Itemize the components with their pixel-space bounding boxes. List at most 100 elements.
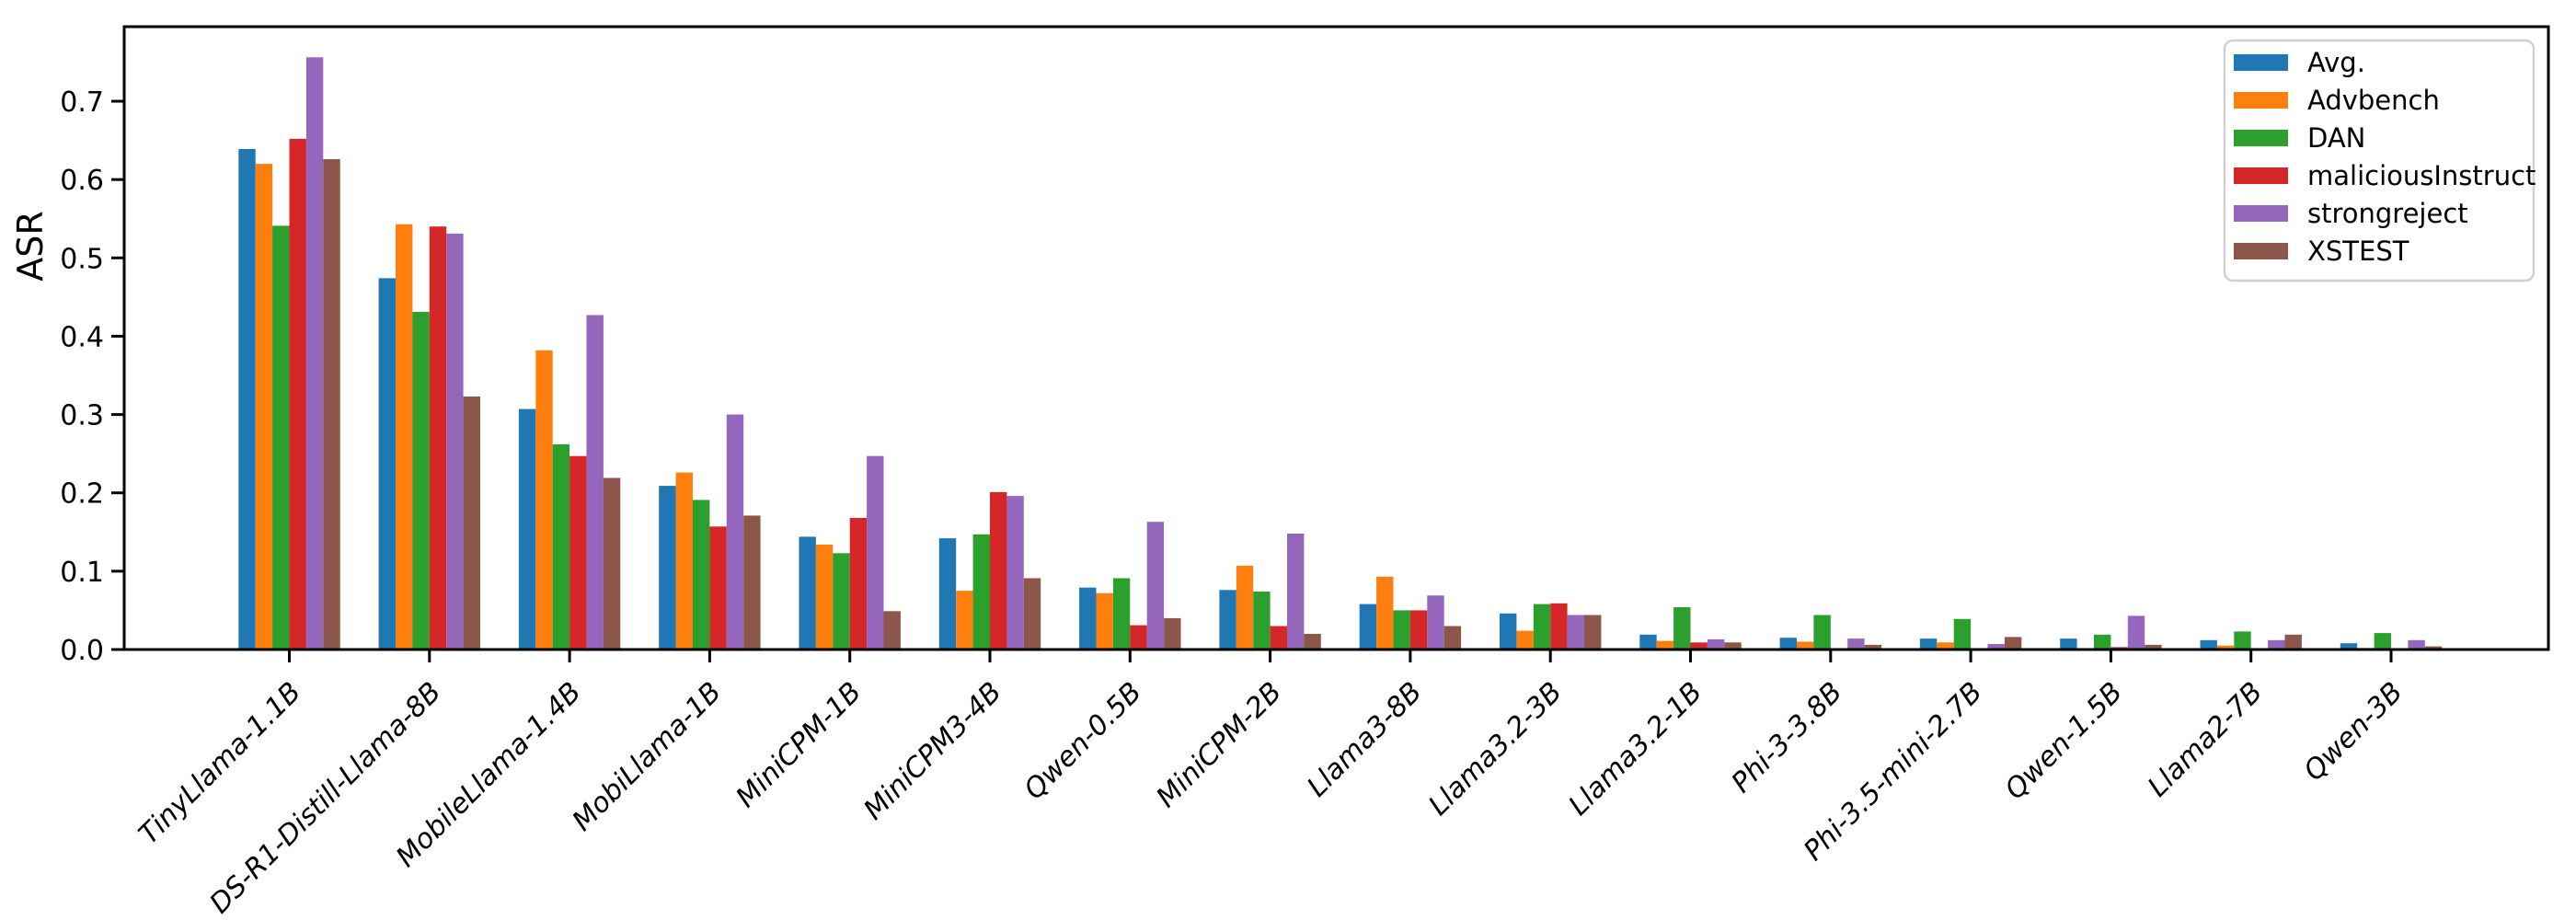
- bar-MiniCPM3-4B-Avg.: [938, 538, 957, 650]
- legend-label: DAN: [2307, 122, 2365, 154]
- x-tick-label: Phi-3-3.8B: [1725, 676, 1848, 799]
- bar-Llama2-7B-Advbench: [2216, 645, 2235, 650]
- bar-MiniCPM-2B-XSTEST: [1304, 634, 1321, 650]
- bar-Llama2-7B-DAN: [2234, 631, 2251, 650]
- bar-Qwen-3B-DAN: [2374, 633, 2391, 650]
- x-tick-label: Qwen-1.5B: [1999, 676, 2129, 806]
- bar-Llama3.2-3B-Avg.: [1500, 613, 1517, 650]
- bar-Phi-3-3.8B-Advbench: [1797, 641, 1814, 650]
- bar-MobileLlama-1.4B-strongreject: [586, 315, 604, 650]
- bar-DS-R1-Distill-Llama-8B-maliciousInstruct: [429, 226, 447, 650]
- bar-Llama3.2-1B-strongreject: [1707, 638, 1725, 650]
- bar-MobiLlama-1B-Advbench: [675, 472, 693, 650]
- bar-Qwen-0.5B-XSTEST: [1164, 617, 1181, 650]
- x-tick-label: MobiLlama-1B: [567, 676, 728, 837]
- bar-MiniCPM3-4B-XSTEST: [1023, 578, 1041, 650]
- bar-Qwen-1.5B-strongreject: [2127, 615, 2145, 650]
- bar-Phi-3-3.8B-XSTEST: [1864, 644, 1881, 650]
- bar-Phi-3.5-mini-2.7B-XSTEST: [2004, 637, 2022, 650]
- bar-Phi-3-3.8B-DAN: [1813, 615, 1831, 650]
- bar-Llama3.2-1B-DAN: [1673, 607, 1691, 650]
- bar-DS-R1-Distill-Llama-8B-Avg.: [378, 278, 396, 650]
- y-tick-label: 0.4: [60, 321, 104, 353]
- bar-Phi-3.5-mini-2.7B-Avg.: [1919, 638, 1938, 650]
- x-tick-label: Llama3.2-1B: [1563, 676, 1709, 822]
- bar-Phi-3.5-mini-2.7B-strongreject: [1987, 644, 2005, 650]
- bar-Llama2-7B-XSTEST: [2284, 634, 2302, 650]
- bar-Qwen-3B-XSTEST: [2424, 646, 2443, 650]
- bar-Qwen-1.5B-Avg.: [2060, 638, 2077, 650]
- y-axis-label: ASR: [10, 211, 51, 282]
- legend-swatch-Advbench: [2234, 92, 2288, 109]
- bar-DS-R1-Distill-Llama-8B-DAN: [412, 312, 430, 650]
- axes-frame: [122, 25, 2550, 651]
- bar-MiniCPM-2B-maliciousInstruct: [1270, 626, 1287, 650]
- bar-MobiLlama-1B-strongreject: [726, 414, 744, 650]
- bar-Llama2-7B-Avg.: [2200, 639, 2217, 650]
- bar-Qwen-0.5B-strongreject: [1146, 522, 1165, 650]
- legend-swatch-DAN: [2234, 130, 2288, 146]
- bar-MobileLlama-1.4B-Advbench: [535, 350, 553, 650]
- bar-Llama3.2-1B-maliciousInstruct: [1690, 642, 1708, 650]
- bar-TinyLlama-1.1B-maliciousInstruct: [289, 138, 306, 650]
- bar-Phi-3-3.8B-strongreject: [1847, 638, 1865, 650]
- bar-MiniCPM-2B-strongreject: [1287, 534, 1305, 650]
- bar-MobiLlama-1B-maliciousInstruct: [709, 526, 727, 650]
- bar-MobileLlama-1.4B-Avg.: [518, 408, 536, 650]
- bar-Llama3-8B-DAN: [1393, 610, 1410, 650]
- y-tick-label: 0.1: [60, 557, 104, 589]
- bar-MiniCPM3-4B-maliciousInstruct: [990, 491, 1007, 650]
- x-tick-label: Qwen-0.5B: [1018, 676, 1148, 806]
- bar-Llama3.2-1B-XSTEST: [1724, 642, 1742, 650]
- bar-Llama2-7B-strongreject: [2268, 639, 2285, 650]
- bar-MobiLlama-1B-Avg.: [659, 486, 676, 650]
- bar-Llama3.2-1B-Avg.: [1639, 634, 1657, 650]
- x-tick-label: MiniCPM-2B: [1150, 676, 1288, 814]
- bar-TinyLlama-1.1B-DAN: [272, 225, 290, 650]
- bar-TinyLlama-1.1B-XSTEST: [323, 159, 340, 650]
- y-tick-label: 0.7: [60, 86, 104, 119]
- legend-label: Advbench: [2307, 85, 2440, 116]
- bar-Llama3.2-3B-strongreject: [1567, 615, 1584, 650]
- x-tick-label: Qwen-3B: [2298, 676, 2409, 788]
- x-tick-label: Llama2-7B: [2142, 676, 2269, 803]
- bar-MobileLlama-1.4B-DAN: [552, 443, 570, 650]
- legend-swatch-maliciousInstruct: [2234, 167, 2288, 184]
- bar-Qwen-1.5B-XSTEST: [2145, 644, 2162, 650]
- bar-Llama3.2-3B-maliciousInstruct: [1550, 603, 1568, 650]
- bar-MiniCPM3-4B-DAN: [972, 534, 990, 650]
- bar-DS-R1-Distill-Llama-8B-strongreject: [446, 233, 464, 650]
- bar-Qwen-1.5B-DAN: [2094, 634, 2111, 650]
- bar-Qwen-0.5B-DAN: [1112, 578, 1131, 650]
- legend-swatch-Avg.: [2234, 54, 2288, 71]
- bar-MobiLlama-1B-DAN: [693, 500, 710, 650]
- bar-Phi-3.5-mini-2.7B-Advbench: [1937, 642, 1954, 650]
- bar-Llama3-8B-XSTEST: [1443, 626, 1462, 650]
- bar-Llama3.2-3B-DAN: [1533, 604, 1551, 650]
- bar-MiniCPM-2B-Advbench: [1236, 565, 1254, 650]
- bar-MiniCPM-1B-Avg.: [799, 536, 816, 650]
- bar-Llama3-8B-maliciousInstruct: [1409, 610, 1428, 650]
- bar-MiniCPM3-4B-Advbench: [956, 591, 973, 650]
- legend-label: Avg.: [2307, 47, 2365, 78]
- bar-MiniCPM-1B-maliciousInstruct: [849, 518, 868, 650]
- bar-MiniCPM-1B-Advbench: [815, 544, 834, 650]
- bar-Llama3-8B-Avg.: [1359, 604, 1377, 650]
- bar-Phi-3.5-mini-2.7B-DAN: [1953, 618, 1972, 650]
- bar-DS-R1-Distill-Llama-8B-Advbench: [396, 224, 413, 650]
- bar-Llama3-8B-strongreject: [1427, 595, 1444, 650]
- bar-MiniCPM-1B-XSTEST: [883, 611, 901, 650]
- bar-MobileLlama-1.4B-XSTEST: [603, 477, 621, 650]
- bar-MiniCPM-1B-DAN: [833, 553, 850, 650]
- bar-Llama3.2-3B-Advbench: [1516, 630, 1534, 650]
- x-tick-label: MiniCPM-1B: [730, 676, 868, 814]
- bar-TinyLlama-1.1B-Avg.: [238, 149, 256, 650]
- bar-Qwen-0.5B-Avg.: [1079, 587, 1097, 650]
- legend-label: strongreject: [2307, 198, 2468, 229]
- y-tick-label: 0.0: [60, 635, 104, 667]
- bar-Llama3-8B-Advbench: [1376, 576, 1394, 650]
- legend-swatch-strongreject: [2234, 205, 2288, 222]
- bar-MobileLlama-1.4B-maliciousInstruct: [569, 455, 587, 650]
